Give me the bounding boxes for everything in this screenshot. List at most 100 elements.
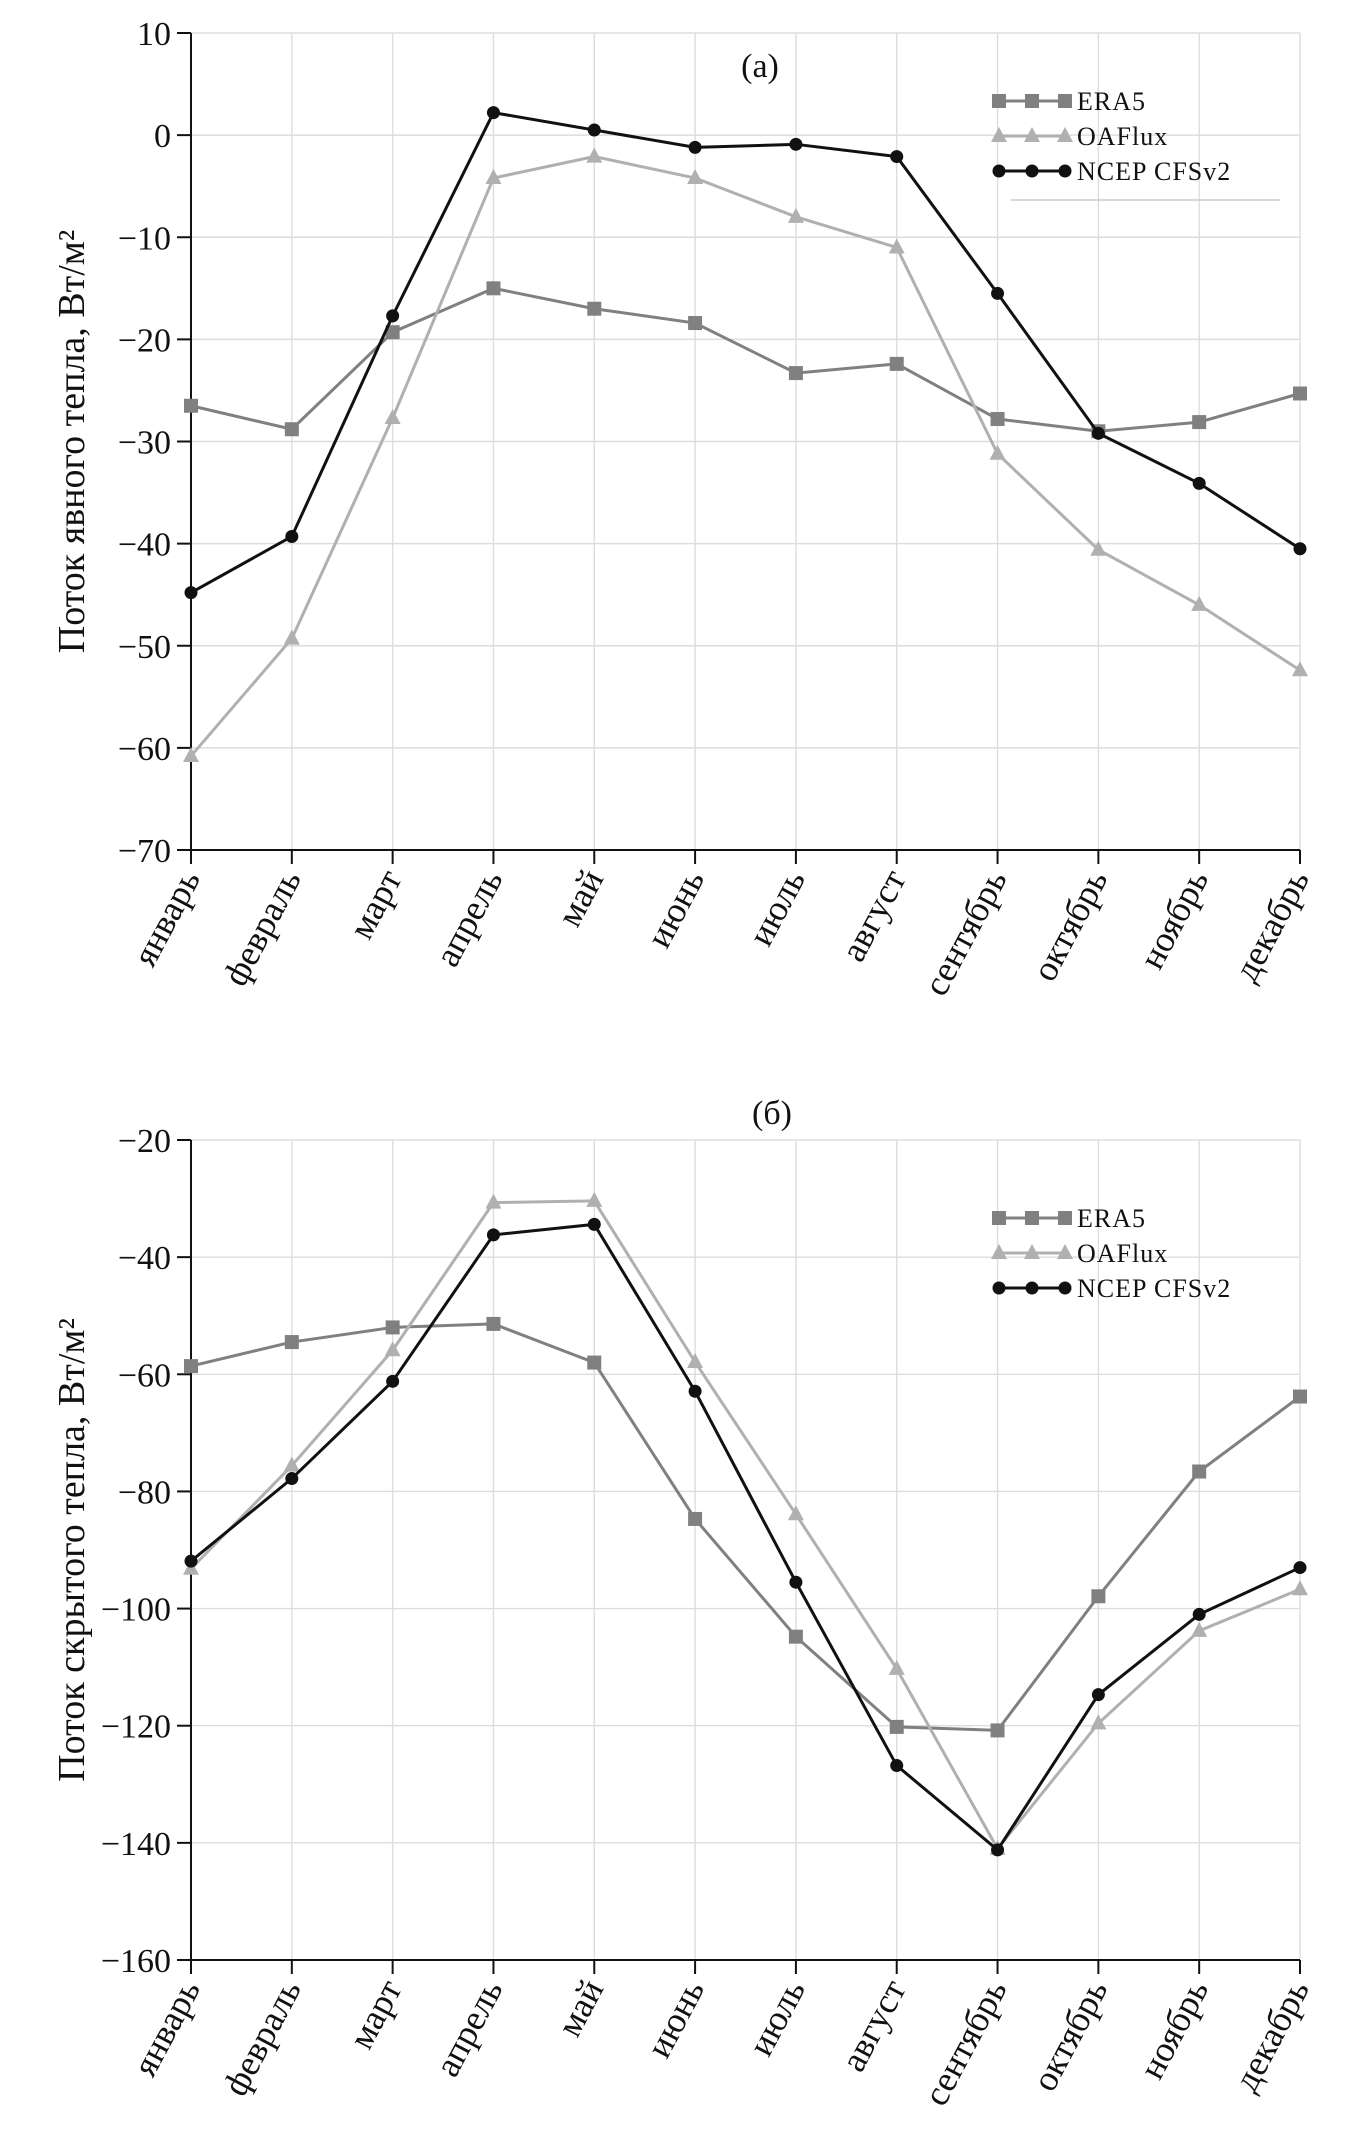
data-point — [688, 140, 702, 154]
data-point — [1091, 426, 1105, 440]
x-tick-label: январь — [125, 1973, 209, 2083]
legend-label: OAFlux — [1077, 1239, 1168, 1268]
data-point — [1293, 386, 1307, 401]
x-tick-label: март — [341, 863, 410, 945]
x-tick-label: август — [833, 863, 914, 968]
x-tick-label: январь — [125, 863, 209, 973]
data-point — [284, 1335, 299, 1350]
x-tick-label: апрель — [427, 863, 511, 973]
data-point — [989, 444, 1006, 460]
x-tick-label: май — [549, 863, 611, 933]
data-point — [384, 1341, 401, 1357]
y-tick-label: 10 — [137, 16, 171, 53]
y-tick-label: −40 — [118, 1240, 171, 1277]
legend-marker — [1058, 94, 1072, 108]
data-point — [1292, 1580, 1308, 1596]
data-point — [688, 1511, 703, 1526]
x-tick-label: февраль — [215, 1973, 309, 2102]
legend-marker — [991, 127, 1007, 142]
legend: ERA5 OAFlux NCEP CFSv2 — [991, 1204, 1231, 1303]
data-point — [384, 409, 401, 425]
data-point — [1192, 1607, 1206, 1621]
data-point — [386, 309, 400, 323]
y-tick-label: −80 — [118, 1474, 171, 1511]
x-tick-label: сентябрь — [915, 863, 1014, 1002]
data-point — [184, 1554, 198, 1568]
legend-marker — [1025, 164, 1039, 178]
data-point — [385, 1320, 400, 1335]
data-point — [1090, 540, 1107, 556]
x-tick-label: июнь — [638, 1973, 712, 2064]
series-line — [189, 1199, 1301, 1852]
legend-label: NCEP CFSv2 — [1077, 1274, 1231, 1303]
legend-marker — [1025, 1211, 1039, 1225]
legend-marker — [991, 1244, 1007, 1259]
y-tick-label: −140 — [101, 1826, 171, 1863]
x-tick-label: ноябрь — [1131, 863, 1216, 975]
legend-marker — [1057, 1244, 1073, 1259]
y-tick-label: −10 — [118, 220, 171, 257]
legend-marker — [1024, 127, 1040, 142]
data-point — [385, 325, 400, 340]
x-tick-label: декабрь — [1225, 863, 1317, 988]
x-tick-label: август — [833, 1973, 914, 2078]
data-point — [284, 422, 299, 437]
y-tick-label: −20 — [118, 322, 171, 359]
data-point — [688, 1384, 702, 1398]
data-point — [687, 1352, 704, 1368]
y-tick-label: −120 — [101, 1709, 171, 1746]
y-tick-label: −20 — [118, 1123, 171, 1160]
data-point — [485, 169, 502, 185]
data-point — [889, 1719, 904, 1734]
data-point — [586, 147, 603, 163]
data-point — [1293, 1561, 1307, 1575]
data-point — [1192, 415, 1207, 430]
data-point — [184, 1359, 198, 1374]
data-point — [1293, 1389, 1307, 1404]
legend-marker — [992, 164, 1006, 178]
series-ncep-cfsv2 — [184, 106, 1307, 600]
x-tick-label: февраль — [215, 863, 309, 992]
data-point — [1091, 1589, 1106, 1604]
panel-label: (а) — [741, 48, 779, 85]
legend-marker — [992, 94, 1006, 108]
data-point — [788, 1629, 803, 1644]
data-point — [587, 1217, 601, 1231]
data-point — [1191, 595, 1208, 611]
data-point — [486, 1228, 500, 1242]
data-point — [587, 1355, 602, 1370]
legend-marker — [1057, 127, 1073, 142]
x-tick-label: сентябрь — [915, 1973, 1014, 2112]
series-line — [190, 110, 1301, 594]
data-point — [184, 398, 198, 413]
legend-label: ERA5 — [1077, 1204, 1146, 1233]
data-point — [283, 1456, 300, 1472]
y-tick-label: −160 — [101, 1943, 171, 1980]
data-point — [890, 1759, 904, 1773]
y-tick-label: −50 — [118, 629, 171, 666]
y-axis-title: Поток скрытого тепла, Вт/м² — [51, 1318, 93, 1782]
data-point — [788, 366, 803, 381]
data-point — [789, 137, 803, 151]
data-point — [888, 1659, 905, 1675]
x-tick-label: ноябрь — [1131, 1973, 1216, 2085]
data-point — [1192, 1464, 1207, 1479]
data-point — [587, 123, 601, 137]
legend-label: ERA5 — [1077, 87, 1146, 116]
data-point — [1292, 661, 1308, 677]
data-point — [890, 150, 904, 164]
x-tick-label: июль — [740, 1973, 813, 2062]
series-line — [190, 286, 1301, 433]
legend-marker — [992, 1211, 1006, 1225]
legend-marker — [1058, 164, 1072, 178]
data-point — [787, 1505, 804, 1521]
y-axis-title: Поток явного тепла, Вт/м² — [51, 230, 93, 654]
series-era5 — [184, 1316, 1307, 1738]
data-point — [888, 238, 905, 254]
x-tick-label: июль — [740, 863, 813, 952]
series-oaflux — [183, 147, 1308, 763]
data-point — [1191, 1621, 1208, 1637]
data-point — [1091, 1688, 1105, 1702]
